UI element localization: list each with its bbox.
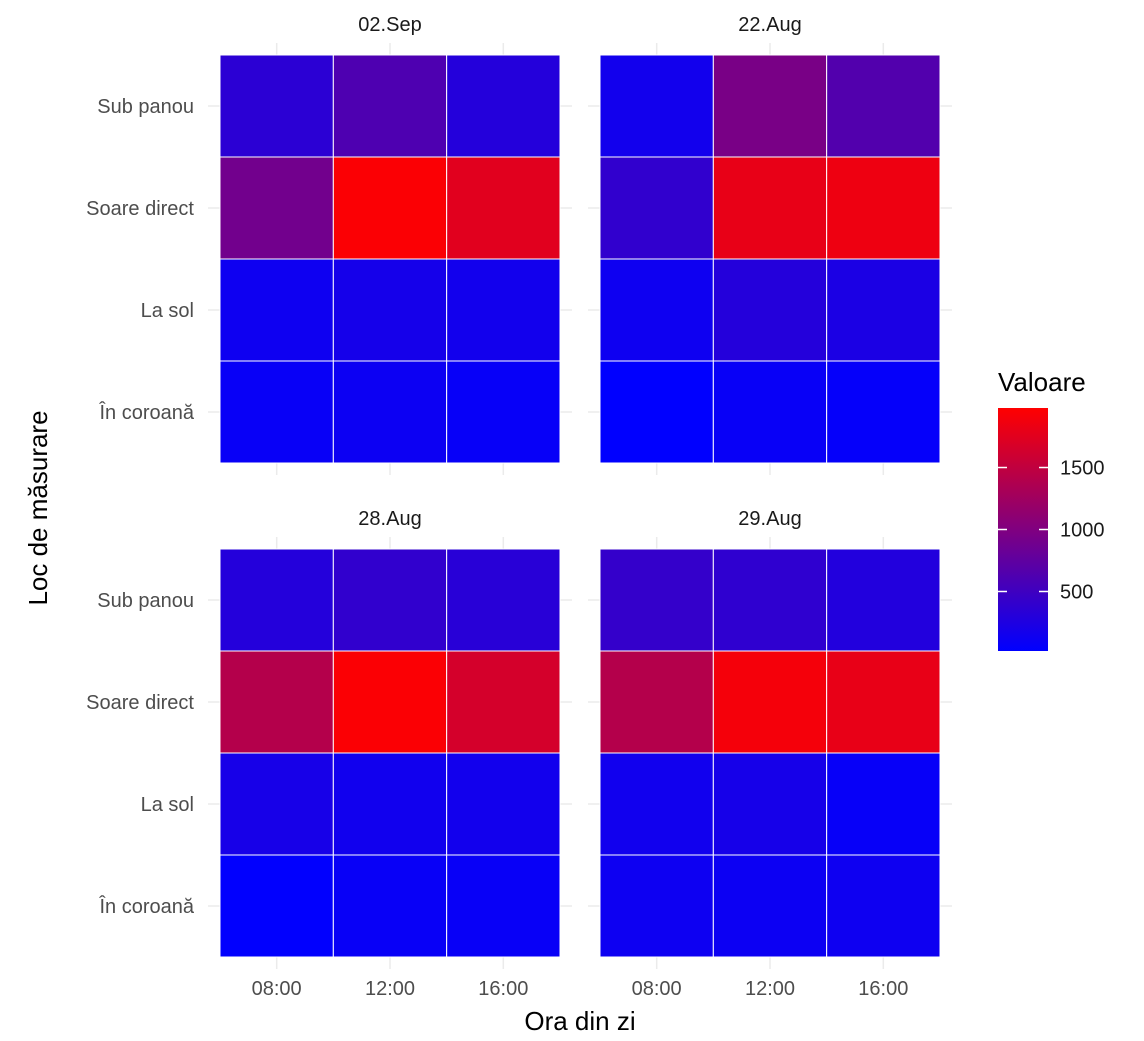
x-tick-label: 16:00 [858,978,908,1000]
x-tick-label: 16:00 [478,978,528,1000]
legend-tick-label: 1500 [1060,458,1105,480]
heatmap-cell [599,360,714,464]
x-tick-label: 08:00 [632,978,682,1000]
facet-label: 28.Aug [358,508,421,530]
x-axis-title: Ora din zi [524,1006,635,1036]
heatmap-cell [446,752,561,856]
y-tick-label: În coroană [98,401,194,424]
heatmap-cell [219,854,334,958]
heatmap-cell [332,54,448,158]
heatmap-cell [446,54,561,158]
heatmap-cell [712,854,828,958]
heatmap-cell [446,548,561,652]
y-tick-label: Soare direct [86,692,194,714]
heatmap-cell [446,854,561,958]
facet-label: 02.Sep [358,14,421,36]
heatmap-cell [826,360,941,464]
heatmap-cell [712,360,828,464]
heatmap-cell [712,752,828,856]
x-tick-label: 12:00 [365,978,415,1000]
y-tick-label: Soare direct [86,198,194,220]
heatmap-cell [332,650,448,754]
heatmap-cell [599,548,714,652]
x-tick-label: 12:00 [745,978,795,1000]
heatmap-cell [712,156,828,260]
y-tick-label: La sol [141,300,194,322]
heatmap-cell [332,752,448,856]
heatmap-cell [219,650,334,754]
heatmap-cell [826,54,941,158]
heatmap-cell [446,258,561,362]
heatmap-cell [599,752,714,856]
heatmap-cell [219,360,334,464]
heatmap-cell [712,548,828,652]
heatmap-cell [219,548,334,652]
heatmap-cell [599,650,714,754]
legend-tick-label: 1000 [1060,520,1105,542]
y-tick-label: Sub panou [97,96,194,118]
heatmap-cell [332,156,448,260]
heatmap-cell [446,650,561,754]
x-tick-label: 08:00 [252,978,302,1000]
heatmap-cell [219,752,334,856]
facet-label: 22.Aug [738,14,801,36]
heatmap-cell [712,650,828,754]
heatmap-cell [332,548,448,652]
y-tick-label: La sol [141,794,194,816]
heatmap-cell [219,54,334,158]
heatmap-cell [599,156,714,260]
heatmap-cell [826,752,941,856]
heatmap-cell [599,54,714,158]
heatmap-cell [826,854,941,958]
heatmap-cell [599,854,714,958]
heatmap-cell [219,156,334,260]
y-axis-title: Loc de măsurare [23,410,53,605]
heatmap-cell [332,258,448,362]
heatmap-cell [826,258,941,362]
y-tick-label: Sub panou [97,590,194,612]
heatmap-cell [826,650,941,754]
heatmap-cell [826,156,941,260]
facet-label: 29.Aug [738,508,801,530]
heatmap-cell [712,258,828,362]
heatmap-cell [599,258,714,362]
heatmap-cell [332,360,448,464]
heatmap-cell [332,854,448,958]
heatmap-cell [712,54,828,158]
y-tick-label: În coroană [98,895,194,918]
heatmap-cell [446,360,561,464]
heatmap-cell [826,548,941,652]
legend-tick-label: 500 [1060,581,1093,603]
heatmap-cell [446,156,561,260]
heatmap-cell [219,258,334,362]
legend-title: Valoare [998,367,1086,397]
